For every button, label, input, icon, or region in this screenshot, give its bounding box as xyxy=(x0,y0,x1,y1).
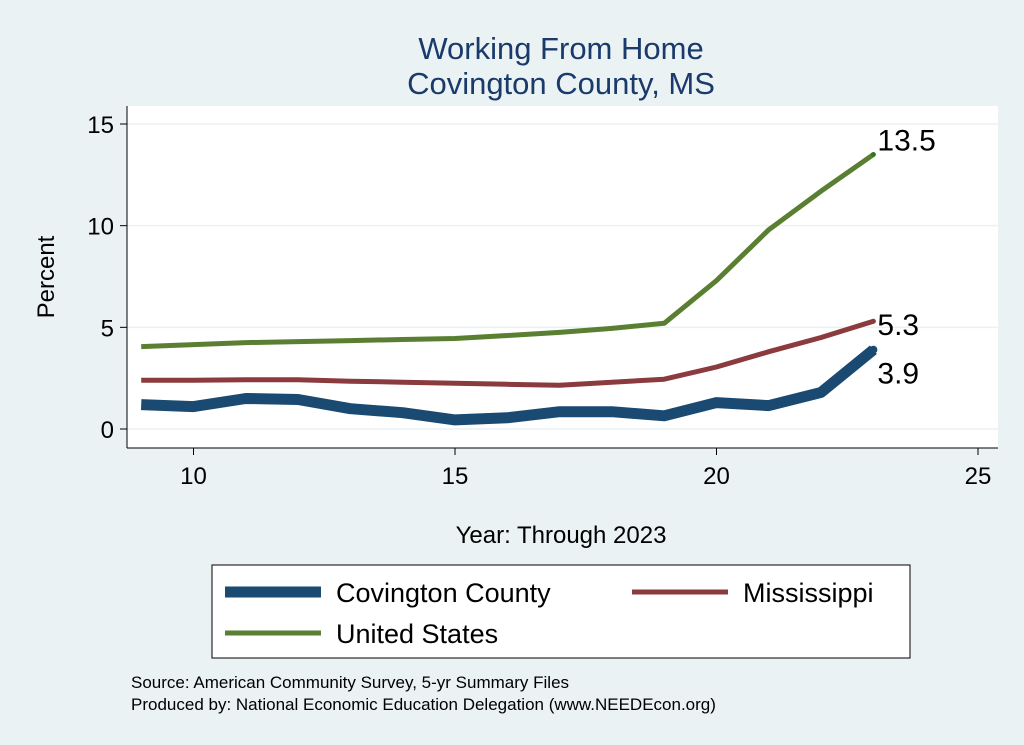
chart-title-line-2: Covington County, MS xyxy=(407,66,715,101)
x-axis-label: Year: Through 2023 xyxy=(456,522,667,549)
end-label-united-states: 13.5 xyxy=(877,125,935,158)
y-tick-label: 15 xyxy=(87,112,114,139)
plot-area xyxy=(127,106,998,448)
x-tick-label: 15 xyxy=(442,463,469,490)
series-line-covington-county xyxy=(140,345,877,426)
y-axis-label: Percent xyxy=(33,235,60,318)
series-line-united-states xyxy=(141,152,875,350)
x-tick-label: 20 xyxy=(703,463,730,490)
producer-note: Produced by: National Economic Education… xyxy=(131,695,716,714)
y-tick-label: 0 xyxy=(101,417,114,444)
legend-box xyxy=(211,564,911,659)
legend-label-mississippi: Mississippi xyxy=(743,578,874,608)
series-line-mississippi xyxy=(141,318,875,388)
end-label-covington-county: 3.9 xyxy=(877,358,919,391)
x-tick-label: 10 xyxy=(180,463,207,490)
legend-label-united-states: United States xyxy=(336,619,498,649)
x-tick-label: 25 xyxy=(965,463,992,490)
y-tick-label: 5 xyxy=(101,315,114,342)
end-labels: 3.9 5.3 13.5 xyxy=(877,125,935,391)
axes: 0 5 10 15 10 15 20 25 xyxy=(87,106,998,490)
grid-lines xyxy=(127,123,998,430)
y-tick-label: 10 xyxy=(87,214,114,241)
series-end-point-united-states xyxy=(870,152,876,157)
legend: Covington County Mississippi United States xyxy=(211,564,911,659)
legend-label-covington-county: Covington County xyxy=(336,578,551,608)
end-label-mississippi: 5.3 xyxy=(877,309,919,342)
series-end-point-mississippi xyxy=(870,318,876,324)
chart-title-line-1: Working From Home xyxy=(418,31,703,66)
source-note: Source: American Community Survey, 5-yr … xyxy=(131,673,569,692)
series-layer xyxy=(140,152,878,426)
series-end-point-covington-county xyxy=(869,345,878,354)
